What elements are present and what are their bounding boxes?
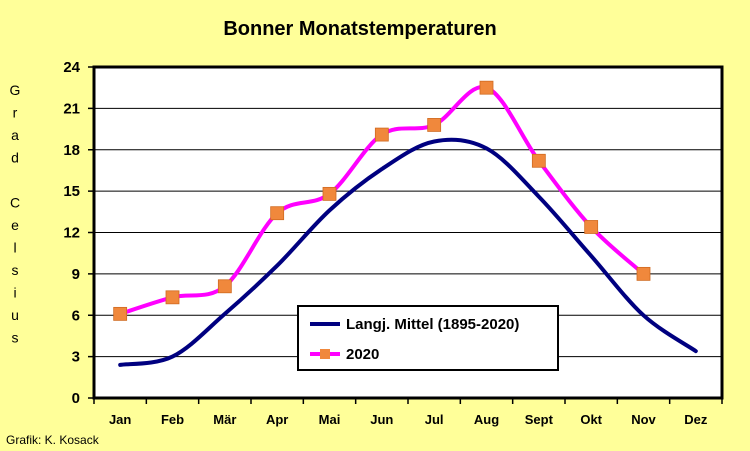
y-tick-label: 24 (63, 59, 80, 76)
x-tick-label: Feb (161, 412, 184, 427)
y-axis-label-letter: r (13, 105, 18, 121)
data-point-2020 (479, 80, 494, 95)
series-mean-line (118, 137, 698, 367)
legend-label: 2020 (346, 346, 379, 363)
y-axis-ticks: 0 3 6 9 12 15 18 21 24 (63, 59, 94, 407)
data-point-2020 (322, 186, 337, 201)
data-point-2020 (531, 153, 546, 168)
series (113, 80, 698, 367)
x-tick-label: Jun (370, 412, 393, 427)
x-tick-label: Okt (580, 412, 602, 427)
credit-text: Grafik: K. Kosack (6, 433, 100, 447)
y-axis-label-letter: C (10, 195, 20, 211)
y-tick-label: 18 (63, 142, 80, 159)
y-axis-label-letter: G (10, 82, 21, 98)
x-tick-label: Mai (319, 412, 341, 427)
data-point-2020 (374, 127, 389, 142)
data-point-2020 (217, 279, 232, 294)
x-axis-ticks: Jan Feb Mär Apr Mai Jun Jul Aug Sept Okt Nov Dez (93, 398, 723, 427)
data-point-2020 (113, 306, 128, 321)
y-axis-label-letter: s (12, 330, 19, 346)
y-axis-label-letter: s (12, 262, 19, 278)
data-point-2020 (270, 206, 285, 221)
y-tick-label: 15 (63, 183, 80, 200)
y-axis-label-letter: l (13, 240, 16, 256)
data-point-2020 (427, 118, 442, 132)
y-tick-label: 12 (63, 225, 80, 242)
y-axis-label-letter: u (11, 307, 19, 323)
legend: Langj. Mittel (1895-2020) 2020 (297, 305, 559, 371)
plot-border (92, 65, 724, 400)
x-tick-label: Apr (266, 412, 288, 427)
x-tick-label: Mär (213, 412, 236, 427)
y-tick-label: 9 (72, 266, 80, 283)
legend-label: Langj. Mittel (1895-2020) (346, 316, 519, 333)
data-point-2020 (165, 290, 180, 305)
y-axis-label-letter: e (11, 217, 19, 233)
x-tick-label: Nov (631, 412, 656, 427)
y-tick-label: 6 (72, 307, 80, 324)
x-tick-label: Dez (684, 412, 708, 427)
chart-title: Bonner Monatstemperaturen (223, 18, 496, 40)
legend-swatch-marker (320, 349, 330, 359)
x-tick-label: Jan (109, 412, 131, 427)
data-point-2020 (584, 220, 599, 234)
y-tick-label: 21 (63, 100, 80, 117)
y-axis-label-letter: i (13, 285, 16, 301)
x-tick-label: Aug (474, 412, 499, 427)
x-tick-label: Sept (525, 412, 554, 427)
y-tick-label: 0 (72, 390, 80, 407)
legend-box (297, 305, 559, 371)
data-point-2020 (636, 266, 651, 281)
x-tick-label: Jul (425, 412, 444, 427)
y-axis-label-letter: d (11, 150, 19, 166)
y-axis-label-letter: a (11, 127, 19, 143)
y-tick-label: 3 (72, 349, 80, 366)
